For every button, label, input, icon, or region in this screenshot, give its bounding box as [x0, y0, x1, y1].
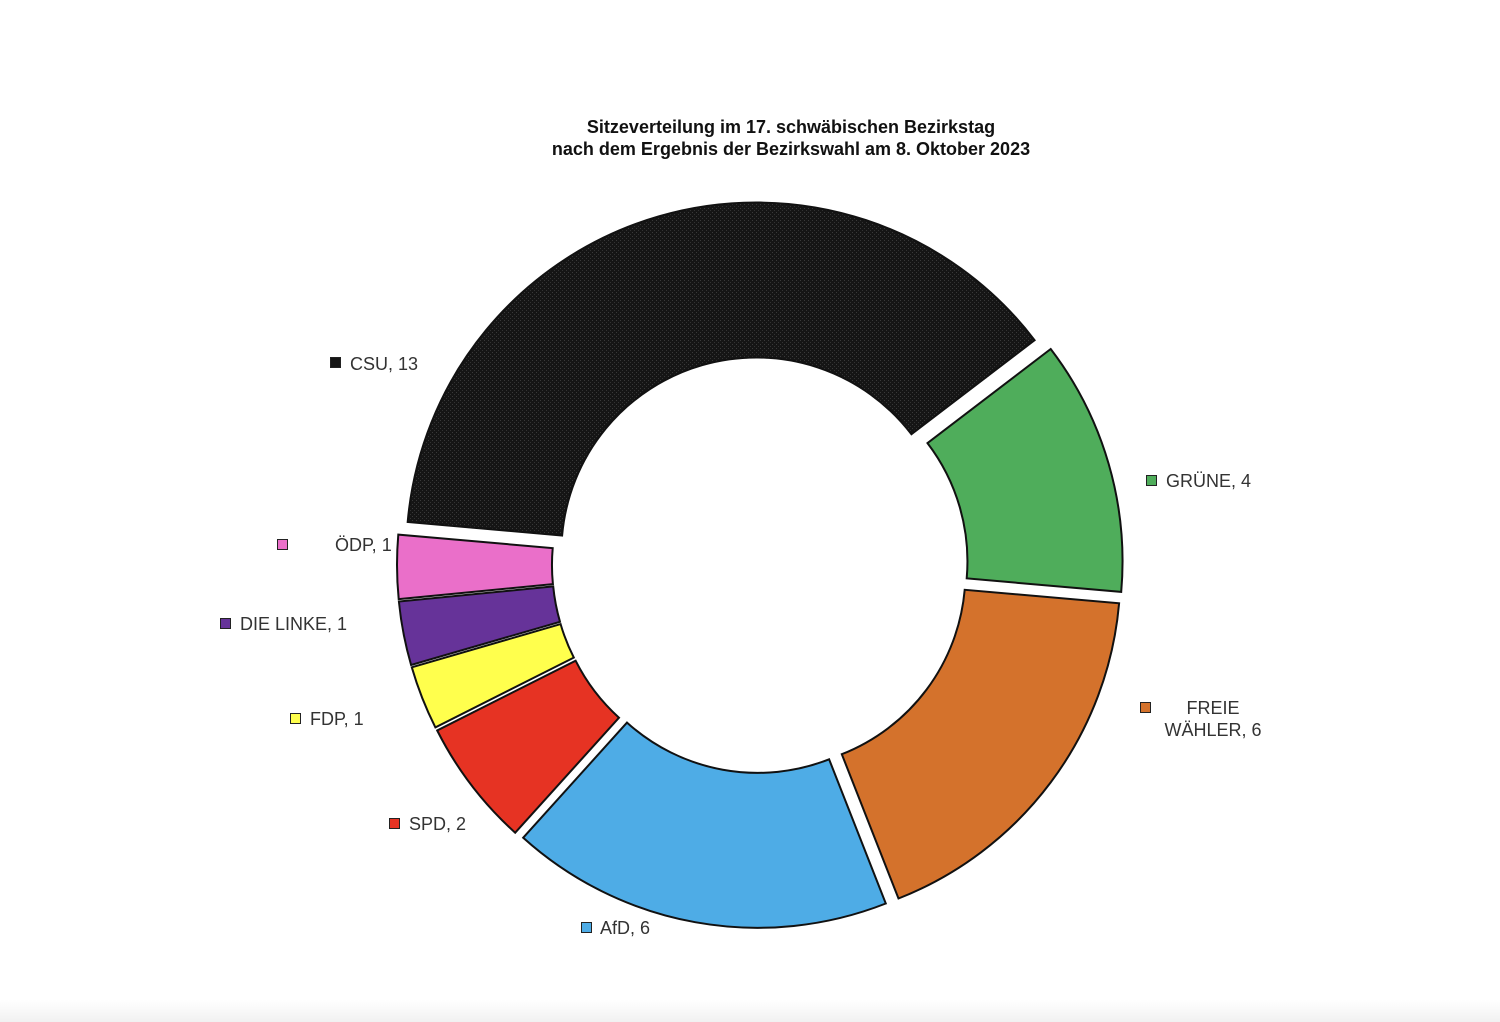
slice-grüne — [926, 347, 1124, 593]
slice-csu — [406, 201, 1037, 537]
label-gruene: GRÜNE, 4 — [1166, 471, 1252, 491]
chart-title: Sitzeverteilung im 17. schwäbischen Bezi… — [0, 116, 1500, 160]
legend-swatch-oedp — [277, 539, 288, 550]
slice-spd — [435, 659, 621, 835]
chart-title-line1: Sitzeverteilung im 17. schwäbischen Bezi… — [586, 117, 996, 137]
legend-swatch-freie-waehler — [1140, 702, 1151, 713]
legend-swatch-gruene — [1146, 475, 1157, 486]
slice-freie-wähler — [840, 588, 1121, 900]
slice-afd — [521, 721, 888, 929]
legend-swatch-fdp — [290, 713, 301, 724]
slice-die-linke — [397, 585, 562, 667]
bottom-edge — [0, 1000, 1500, 1022]
label-spd: SPD, 2 — [409, 814, 467, 834]
legend-swatch-csu — [330, 357, 341, 368]
label-die-linke: DIE LINKE, 1 — [240, 614, 348, 634]
legend-swatch-die-linke — [220, 618, 231, 629]
slice-fdp — [410, 622, 576, 729]
slice-ödp — [396, 533, 554, 601]
label-fdp: FDP, 1 — [310, 709, 364, 729]
legend-swatch-spd — [389, 818, 400, 829]
chart-subtitle: nach dem Ergebnis der Bezirkswahl am 8. … — [551, 139, 1031, 159]
label-fw-line2: WÄHLER, 6 — [1164, 720, 1262, 740]
label-csu: CSU, 13 — [350, 354, 419, 374]
label-freie-waehler: FREIE WÄHLER, 6 — [1158, 697, 1268, 741]
label-afd: AfD, 6 — [600, 918, 651, 938]
legend-swatch-afd — [581, 922, 592, 933]
label-fw-line1: FREIE — [1186, 698, 1240, 718]
label-oedp: ÖDP, 1 — [335, 535, 392, 555]
